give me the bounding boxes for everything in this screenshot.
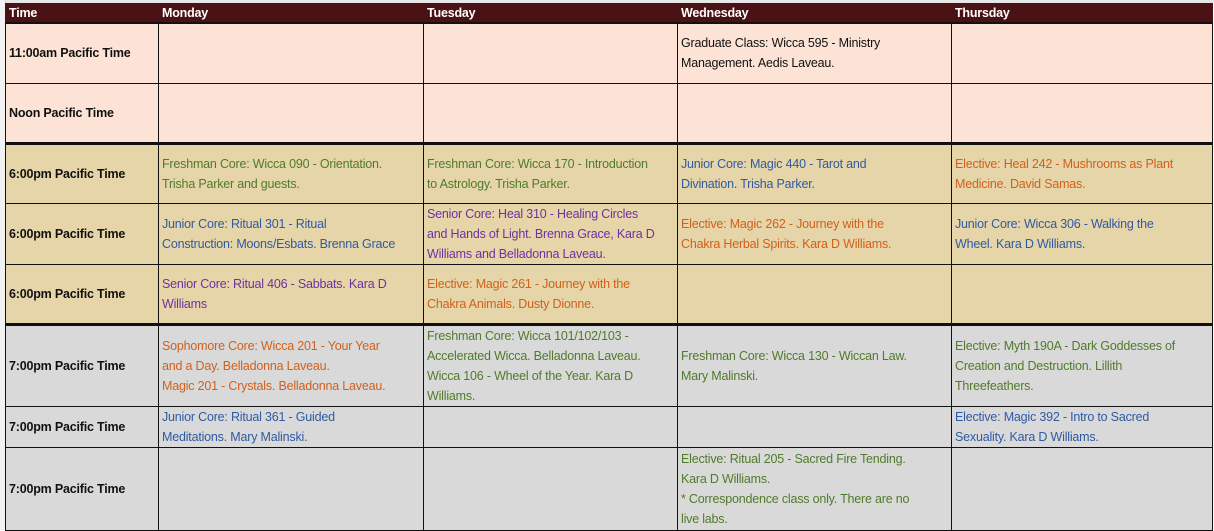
thursday-cell[interactable] — [951, 446, 1213, 531]
monday-cell[interactable]: Senior Core: Ritual 406 - Sabbats. Kara … — [158, 263, 424, 325]
class-text: Freshman Core: Wicca 090 - Orientation. — [162, 156, 383, 171]
class-text: Freshman Core: Wicca 130 - Wiccan Law. — [681, 348, 907, 363]
class-text: and Hands of Light. Brenna Grace, Kara D — [427, 226, 655, 241]
class-schedule-table: Time Monday Tuesday Wednesday Thursday 1… — [5, 3, 1213, 531]
table-row: 6:00pm Pacific Time Junior Core: Ritual … — [5, 202, 1213, 265]
table-row: Noon Pacific Time — [5, 82, 1213, 144]
tuesday-cell[interactable] — [423, 82, 678, 144]
time-cell[interactable]: 7:00pm Pacific Time — [5, 446, 159, 531]
class-text: Wicca 106 - Wheel of the Year. Kara D — [427, 368, 633, 383]
wednesday-cell[interactable]: Graduate Class: Wicca 595 - Ministry Man… — [677, 22, 952, 84]
tuesday-cell[interactable]: Senior Core: Heal 310 - Healing Circles … — [423, 202, 678, 265]
class-text: Construction: Moons/Esbats. Brenna Grace — [162, 236, 396, 251]
class-text: Medicine. David Samas. — [955, 176, 1086, 191]
monday-cell[interactable] — [158, 82, 424, 144]
table-row: 11:00am Pacific Time Graduate Class: Wic… — [5, 22, 1213, 84]
wednesday-cell[interactable]: Elective: Magic 262 - Journey with the C… — [677, 202, 952, 265]
class-text: Graduate Class: Wicca 595 - Ministry — [681, 36, 881, 51]
class-text: Elective: Magic 262 - Journey with the — [681, 216, 884, 231]
class-text: Magic 201 - Crystals. Belladonna Laveau. — [162, 378, 386, 393]
class-text: Creation and Destruction. Lillith — [955, 358, 1123, 373]
table-row: 7:00pm Pacific Time Sophomore Core: Wicc… — [5, 322, 1213, 407]
header-thursday[interactable]: Thursday — [951, 3, 1213, 24]
time-cell[interactable]: 7:00pm Pacific Time — [5, 322, 159, 407]
monday-cell[interactable]: Junior Core: Ritual 301 - Ritual Constru… — [158, 202, 424, 265]
tuesday-cell[interactable]: Freshman Core: Wicca 101/102/103 - Accel… — [423, 322, 678, 407]
class-text: Wheel. Kara D Williams. — [955, 236, 1086, 251]
table-row: 7:00pm Pacific Time Junior Core: Ritual … — [5, 405, 1213, 448]
class-text: Junior Core: Wicca 306 - Walking the — [955, 216, 1154, 231]
thursday-cell[interactable]: Junior Core: Wicca 306 - Walking the Whe… — [951, 202, 1213, 265]
wednesday-cell[interactable]: Junior Core: Magic 440 - Tarot and Divin… — [677, 141, 952, 204]
class-text: Williams. — [427, 388, 476, 403]
class-text: Accelerated Wicca. Belladonna Laveau. — [427, 348, 641, 363]
time-cell[interactable]: Noon Pacific Time — [5, 82, 159, 144]
class-text: live labs. — [681, 511, 728, 526]
wednesday-cell[interactable] — [677, 405, 952, 448]
class-text: Senior Core: Ritual 406 - Sabbats. Kara … — [162, 276, 387, 291]
class-text: * Correspondence class only. There are n… — [681, 491, 910, 506]
time-cell[interactable]: 6:00pm Pacific Time — [5, 263, 159, 325]
tuesday-cell[interactable] — [423, 22, 678, 84]
tuesday-cell[interactable] — [423, 405, 678, 448]
class-text: Junior Core: Magic 440 - Tarot and — [681, 156, 867, 171]
header-row: Time Monday Tuesday Wednesday Thursday — [5, 3, 1213, 24]
tuesday-cell[interactable]: Elective: Magic 261 - Journey with the C… — [423, 263, 678, 325]
sheet-top-edge — [0, 0, 1214, 3]
header-monday[interactable]: Monday — [158, 3, 424, 24]
class-text: Divination. Trisha Parker. — [681, 176, 815, 191]
class-text: Senior Core: Heal 310 - Healing Circles — [427, 206, 639, 221]
tuesday-cell[interactable] — [423, 446, 678, 531]
monday-cell[interactable]: Junior Core: Ritual 361 - Guided Meditat… — [158, 405, 424, 448]
header-tuesday[interactable]: Tuesday — [423, 3, 678, 24]
time-cell[interactable]: 7:00pm Pacific Time — [5, 405, 159, 448]
time-cell[interactable]: 6:00pm Pacific Time — [5, 202, 159, 265]
header-wednesday[interactable]: Wednesday — [677, 3, 952, 24]
class-text: Meditations. Mary Malinski. — [162, 429, 308, 444]
class-text: Junior Core: Ritual 301 - Ritual — [162, 216, 327, 231]
class-text: Elective: Magic 392 - Intro to Sacred — [955, 409, 1150, 424]
class-text: Sexuality. Kara D Williams. — [955, 429, 1099, 444]
class-text: Mary Malinski. — [681, 368, 759, 383]
class-text: Elective: Heal 242 - Mushrooms as Plant — [955, 156, 1173, 171]
monday-cell[interactable]: Sophomore Core: Wicca 201 - Your Year an… — [158, 322, 424, 407]
class-text: Williams and Belladonna Laveau. — [427, 246, 606, 261]
wednesday-cell[interactable]: Freshman Core: Wicca 130 - Wiccan Law. M… — [677, 322, 952, 407]
class-text: to Astrology. Trisha Parker. — [427, 176, 570, 191]
class-text: Junior Core: Ritual 361 - Guided — [162, 409, 335, 424]
thursday-cell[interactable]: Elective: Magic 392 - Intro to Sacred Se… — [951, 405, 1213, 448]
table-row: 6:00pm Pacific Time Senior Core: Ritual … — [5, 263, 1213, 325]
wednesday-cell[interactable] — [677, 82, 952, 144]
thursday-cell[interactable]: Elective: Heal 242 - Mushrooms as Plant … — [951, 141, 1213, 204]
class-text: Sophomore Core: Wicca 201 - Your Year — [162, 338, 380, 353]
class-text: Management. Aedis Laveau. — [681, 56, 835, 71]
class-text: Williams — [162, 296, 207, 311]
thursday-cell[interactable]: Elective: Myth 190A - Dark Goddesses of … — [951, 322, 1213, 407]
class-text: Chakra Animals. Dusty Dionne. — [427, 296, 595, 311]
class-text: Elective: Magic 261 - Journey with the — [427, 276, 630, 291]
class-text: Threefeathers. — [955, 378, 1034, 393]
time-cell[interactable]: 11:00am Pacific Time — [5, 22, 159, 84]
time-cell[interactable]: 6:00pm Pacific Time — [5, 141, 159, 204]
class-text: Freshman Core: Wicca 101/102/103 - — [427, 328, 629, 343]
monday-cell[interactable]: Freshman Core: Wicca 090 - Orientation. … — [158, 141, 424, 204]
thursday-cell[interactable] — [951, 82, 1213, 144]
monday-cell[interactable] — [158, 446, 424, 531]
class-text: Kara D Williams. — [681, 471, 771, 486]
wednesday-cell[interactable] — [677, 263, 952, 325]
thursday-cell[interactable] — [951, 22, 1213, 84]
class-text: Trisha Parker and guests. — [162, 176, 300, 191]
monday-cell[interactable] — [158, 22, 424, 84]
header-time[interactable]: Time — [5, 3, 159, 24]
class-text: Elective: Myth 190A - Dark Goddesses of — [955, 338, 1176, 353]
class-text: Elective: Ritual 205 - Sacred Fire Tendi… — [681, 451, 906, 466]
table-row: 6:00pm Pacific Time Freshman Core: Wicca… — [5, 141, 1213, 204]
class-text: Chakra Herbal Spirits. Kara D Williams. — [681, 236, 892, 251]
wednesday-cell[interactable]: Elective: Ritual 205 - Sacred Fire Tendi… — [677, 446, 952, 531]
class-text: and a Day. Belladonna Laveau. — [162, 358, 330, 373]
class-text: Freshman Core: Wicca 170 - Introduction — [427, 156, 648, 171]
table-row: 7:00pm Pacific Time Elective: Ritual 205… — [5, 446, 1213, 531]
tuesday-cell[interactable]: Freshman Core: Wicca 170 - Introduction … — [423, 141, 678, 204]
thursday-cell[interactable] — [951, 263, 1213, 325]
